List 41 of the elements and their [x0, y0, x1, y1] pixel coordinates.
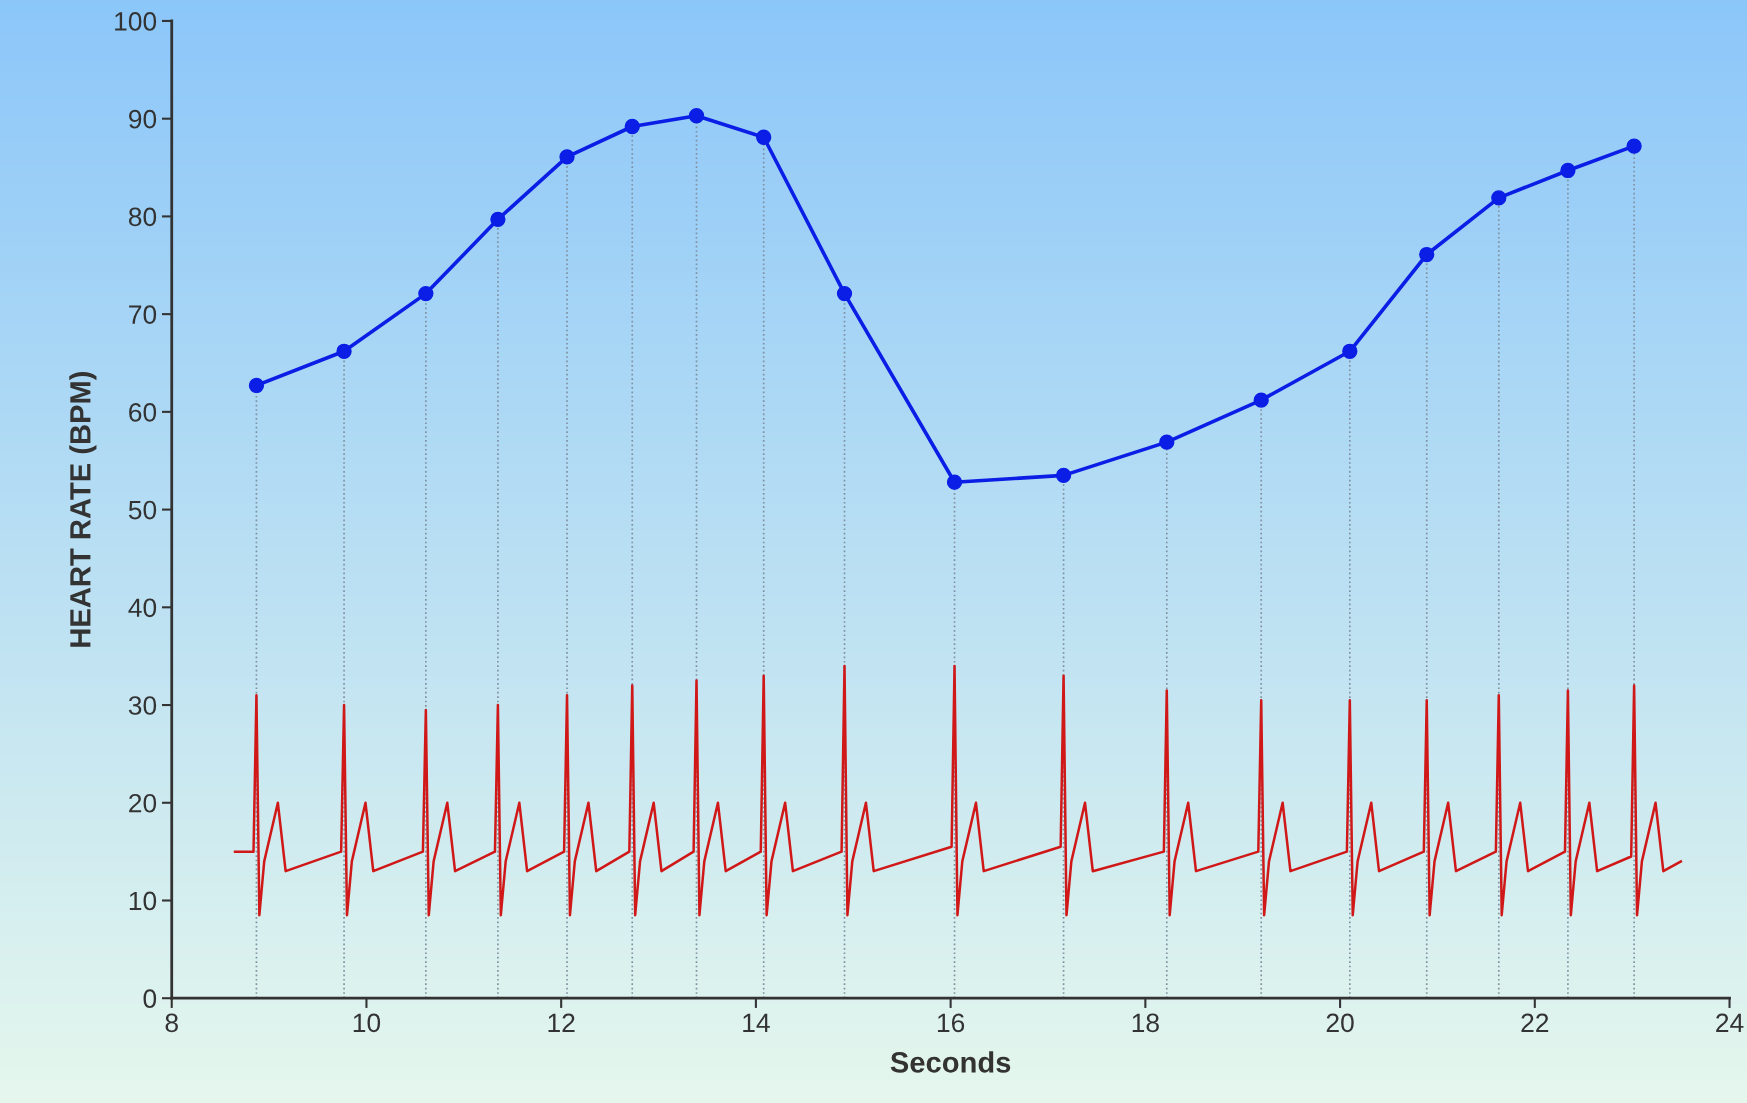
- point: [756, 129, 772, 145]
- y-tick-label: 100: [115, 12, 157, 31]
- point: [1491, 190, 1507, 206]
- point: [1560, 162, 1576, 179]
- x-tick-label: 8: [165, 1013, 178, 1033]
- x-axis-title: Seconds: [890, 1051, 1011, 1073]
- y-tick-label: 0: [143, 989, 157, 1009]
- y-tick-label: 40: [128, 598, 157, 618]
- point: [836, 285, 853, 302]
- x-tick-label: 22: [1521, 1013, 1549, 1032]
- x-tick-label: 10: [353, 1013, 381, 1033]
- point: [624, 118, 640, 135]
- x-tick-label: 24: [1716, 1013, 1744, 1032]
- y-tick-label: 90: [129, 109, 157, 129]
- point: [418, 285, 434, 302]
- point: [1342, 343, 1358, 359]
- y-tick-label: 30: [128, 696, 157, 715]
- y-tick-label: 70: [129, 305, 157, 324]
- point: [1626, 138, 1642, 154]
- point: [1253, 392, 1269, 408]
- x-tick-label: 18: [1132, 1013, 1159, 1033]
- line-series: [233, 664, 1683, 917]
- y-tick-label: 10: [129, 891, 157, 911]
- point: [946, 474, 963, 490]
- point: [336, 343, 352, 359]
- y-tick-label: 20: [129, 793, 157, 813]
- y-tick-label: 80: [128, 207, 157, 227]
- point: [248, 377, 265, 394]
- x-tick-label: 16: [937, 1013, 965, 1033]
- x-tick-label: 14: [743, 1013, 770, 1032]
- point: [1419, 246, 1435, 263]
- y-axis-title: HEART RATE (BPM): [69, 371, 97, 647]
- point: [490, 211, 506, 227]
- x-tick-label: 20: [1326, 1013, 1354, 1033]
- y-tick-label: 50: [128, 500, 157, 520]
- point: [1159, 434, 1175, 450]
- point: [1055, 467, 1072, 484]
- point: [559, 149, 575, 165]
- y-tick-label: 60: [129, 403, 157, 422]
- point: [688, 108, 705, 124]
- x-tick-label: 12: [548, 1013, 575, 1032]
